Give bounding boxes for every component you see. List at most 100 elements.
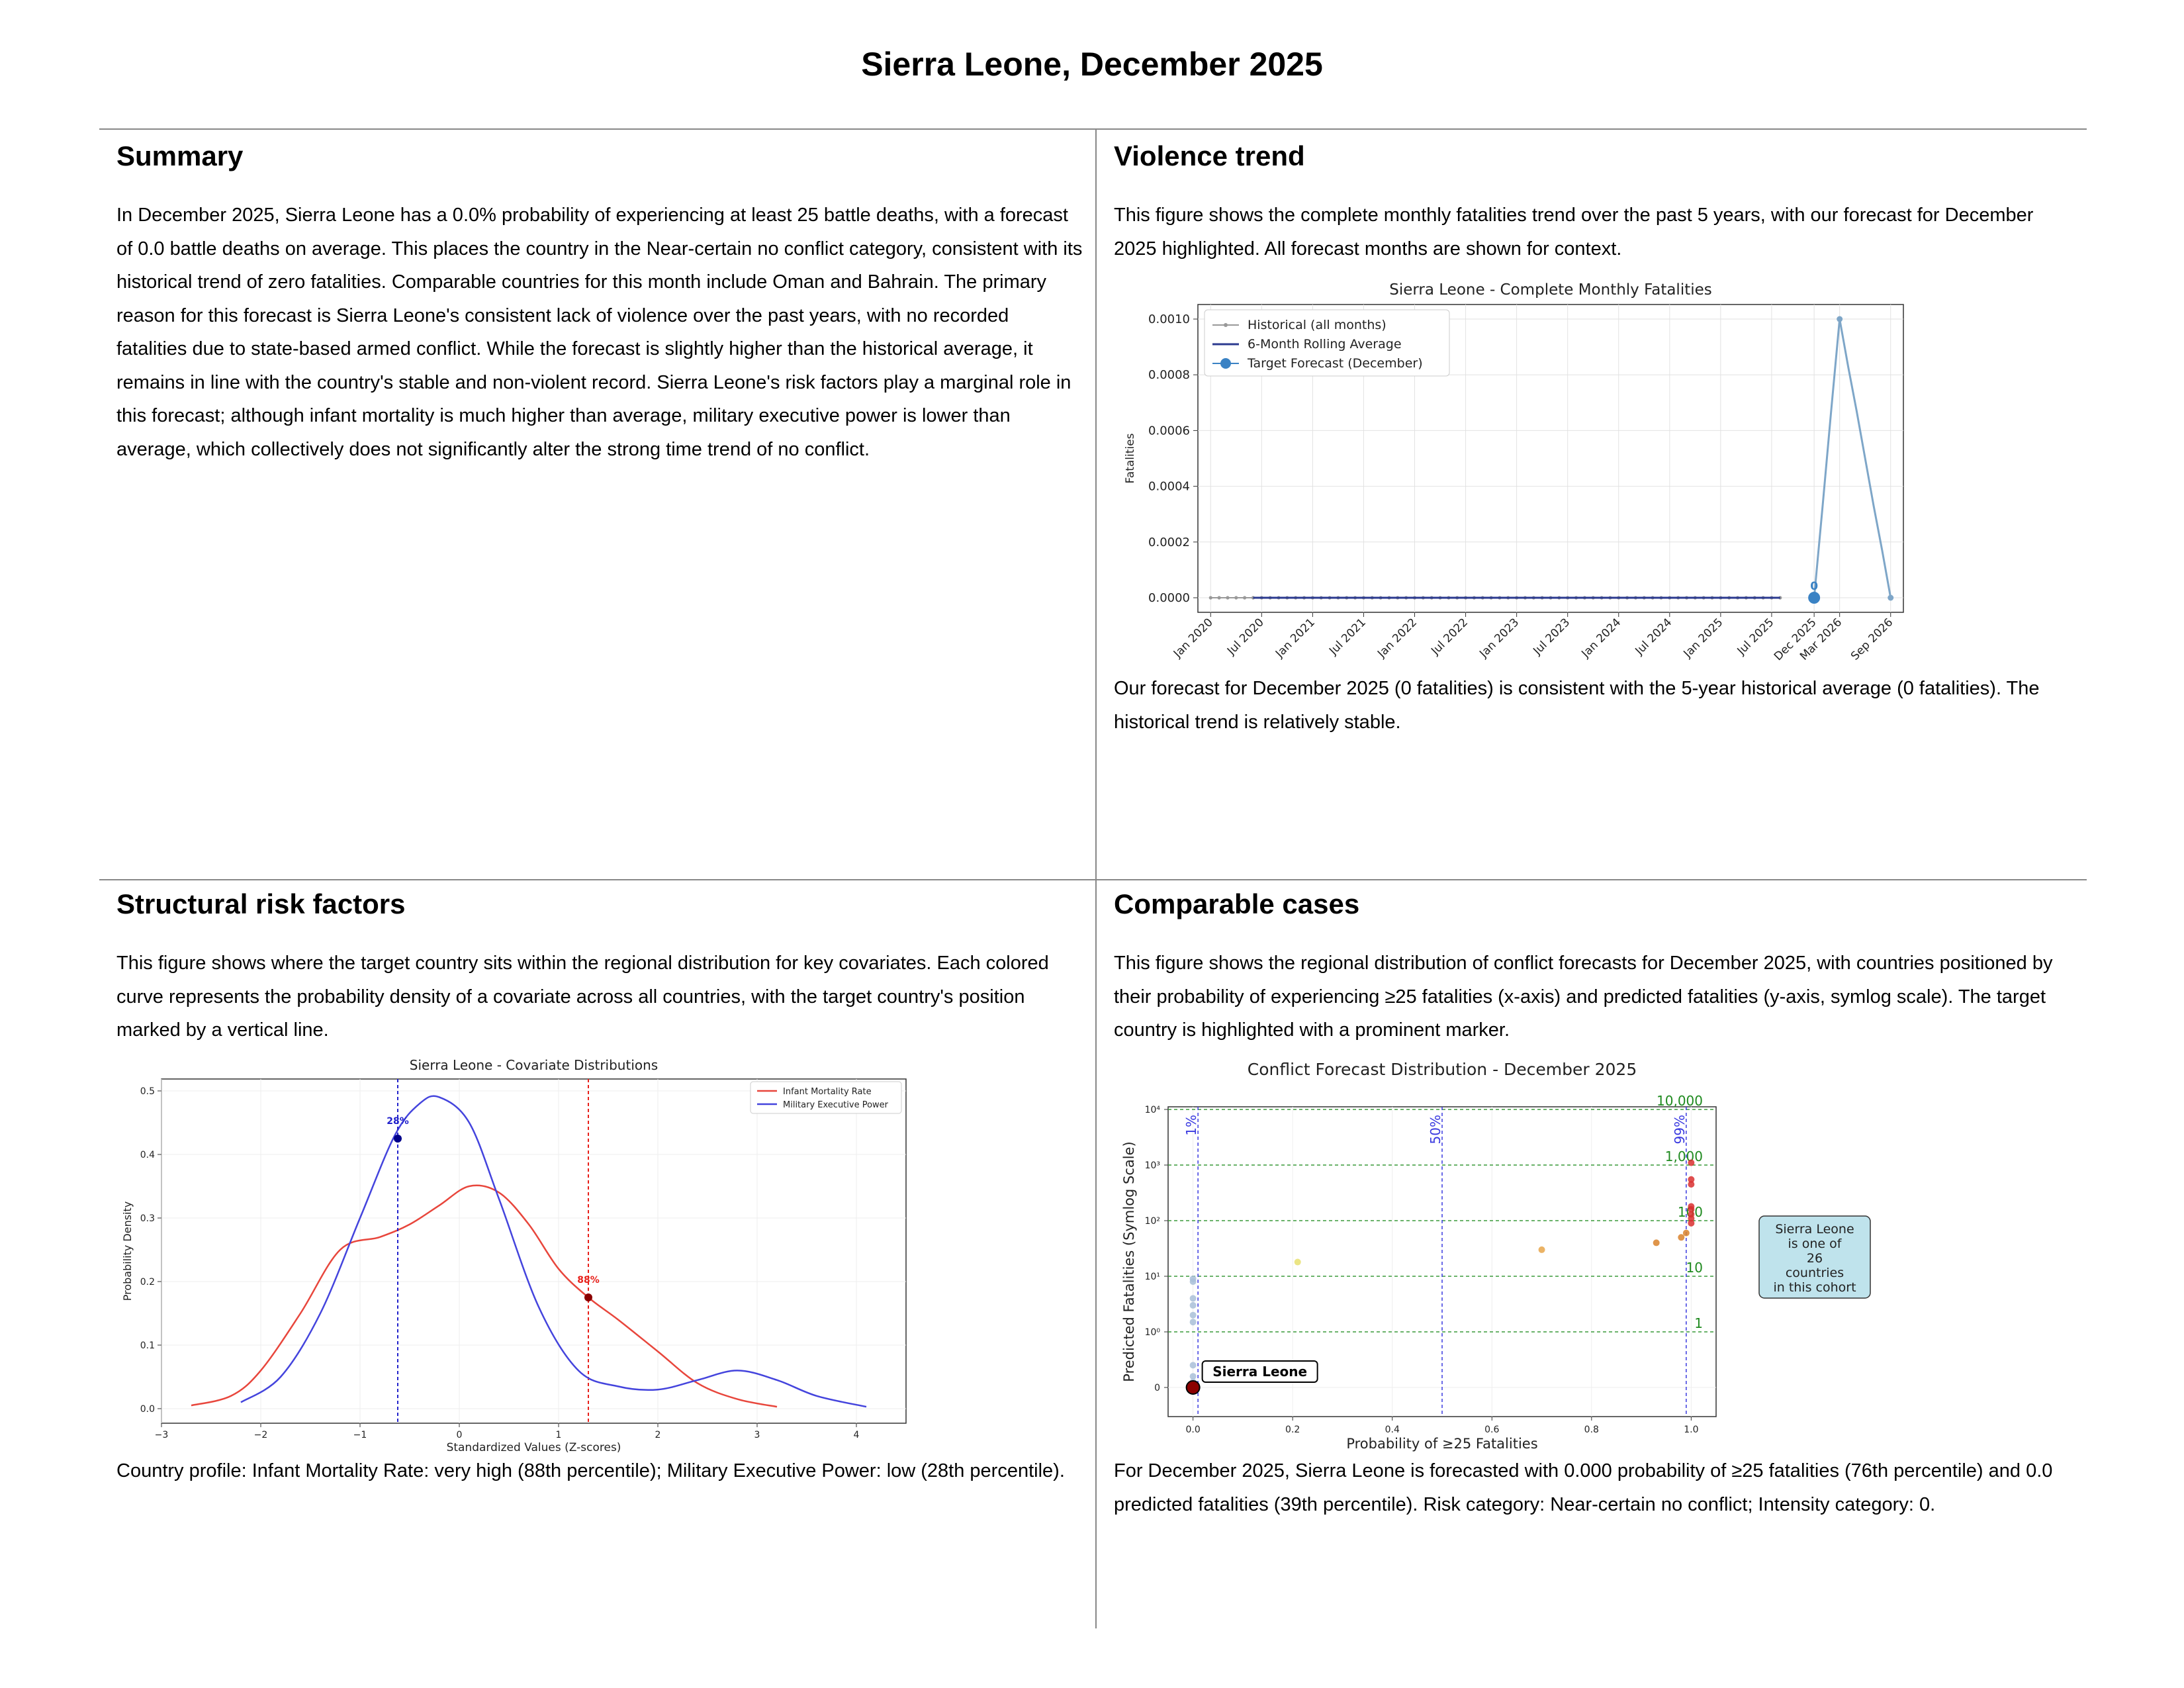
military-power-marker [394, 1135, 402, 1143]
legend-entry: Military Executive Power [783, 1100, 889, 1110]
comparable-intro: This figure shows the regional distribut… [1114, 953, 2053, 1041]
threshold-label: 10,000 [1657, 1093, 1703, 1109]
y-tick-label: 0.0006 [1148, 424, 1190, 438]
cohort-annotation-line: 26 [1807, 1251, 1823, 1266]
infant-mortality-marker [584, 1293, 592, 1301]
forecast-point [1888, 594, 1894, 601]
x-tick-label: 3 [754, 1430, 760, 1440]
x-tick-label: 0.8 [1584, 1425, 1599, 1435]
probability-vline-label: 50% [1428, 1115, 1443, 1144]
x-tick-label: Jul 2023 [1530, 616, 1572, 658]
x-tick-label: −2 [254, 1430, 268, 1440]
country-point [1682, 1229, 1690, 1237]
plot-area [161, 1078, 907, 1424]
cohort-annotation-line: Sierra Leone [1775, 1222, 1854, 1237]
x-tick-label: −3 [155, 1430, 169, 1440]
target-country-marker [1185, 1380, 1201, 1395]
y-tick-label: 0.0010 [1148, 312, 1190, 326]
y-tick-label: 0.5 [140, 1086, 155, 1097]
country-point [1688, 1181, 1695, 1188]
y-axis-label: Fatalities [1124, 433, 1137, 483]
legend-entry: Historical (all months) [1248, 318, 1387, 332]
country-point [1688, 1203, 1695, 1210]
country-point [1189, 1319, 1197, 1326]
historical-point [1243, 596, 1247, 600]
conflict-forecast-scatter-chart: Conflict Forecast Distribution - Decembe… [1121, 1060, 1871, 1452]
y-tick-label: 0.0 [140, 1404, 155, 1415]
x-tick-label: 2 [655, 1430, 661, 1440]
structural-outro: Country profile: Infant Mortality Rate: … [116, 1460, 1065, 1481]
country-point [1653, 1239, 1660, 1246]
cohort-annotation-line: countries [1786, 1266, 1844, 1280]
x-tick-label: Jul 2021 [1326, 616, 1369, 658]
structural-intro: This figure shows where the target count… [116, 953, 1049, 1041]
historical-point [1226, 596, 1230, 600]
comparable-outro-block: For December 2025, Sierra Leone is forec… [1114, 1454, 2067, 1521]
country-point [1294, 1258, 1301, 1266]
country-point [1678, 1234, 1685, 1241]
country-point [1189, 1311, 1197, 1319]
y-tick-label: 10⁰ [1145, 1327, 1161, 1338]
cohort-annotation-box [1758, 1215, 1871, 1299]
threshold-label: 10 [1686, 1260, 1703, 1276]
probability-vline-label: 99% [1672, 1115, 1688, 1144]
y-tick-label: 10¹ [1145, 1272, 1160, 1282]
fatalities-trend-chart: Sierra Leone - Complete Monthly Fataliti… [1124, 281, 1904, 663]
y-axis-label: Predicted Fatalities (Symlog Scale) [1121, 1141, 1137, 1382]
target-forecast-label: 0 [1810, 580, 1818, 593]
chart-title: Sierra Leone - Complete Monthly Fataliti… [1389, 281, 1712, 299]
x-axis-label: Probability of ≥25 Fatalities [1346, 1436, 1537, 1452]
historical-point [1217, 596, 1221, 600]
country-point [1189, 1275, 1197, 1282]
violence-heading: Violence trend [1114, 140, 1305, 171]
x-tick-label: Sep 2026 [1848, 616, 1895, 663]
infant-mortality-percentile-label: 88% [577, 1275, 600, 1286]
page-title: Sierra Leone, December 2025 [861, 46, 1323, 83]
x-axis-label: Standardized Values (Z-scores) [447, 1441, 621, 1454]
y-axis-label: Probability Density [121, 1201, 134, 1301]
comparable-outro: For December 2025, Sierra Leone is forec… [1114, 1460, 2053, 1515]
violence-panel: Violence trend This figure shows the com… [1114, 140, 2067, 265]
violence-outro: Our forecast for December 2025 (0 fatali… [1114, 678, 2040, 733]
y-tick-label: 0.2 [140, 1277, 155, 1288]
summary-panel: Summary In December 2025, Sierra Leone h… [116, 140, 1083, 466]
top-divider [99, 128, 2087, 130]
country-point [1189, 1295, 1197, 1302]
forecast-point [1837, 316, 1843, 322]
x-tick-label: Jan 2023 [1477, 616, 1522, 661]
x-tick-label: Jul 2022 [1428, 616, 1471, 658]
infant-mortality-curve [191, 1184, 778, 1408]
legend-entry: 6-Month Rolling Average [1248, 337, 1402, 352]
chart-title: Conflict Forecast Distribution - Decembe… [1248, 1060, 1637, 1079]
y-tick-label: 10⁴ [1145, 1105, 1161, 1115]
structural-panel: Structural risk factors This figure show… [116, 888, 1083, 1047]
country-point [1688, 1219, 1695, 1227]
x-tick-label: 1.0 [1684, 1425, 1698, 1435]
x-tick-label: 0.2 [1285, 1425, 1300, 1435]
violence-intro: This figure shows the complete monthly f… [1114, 205, 2034, 259]
cohort-annotation-line: in this cohort [1773, 1280, 1856, 1295]
target-country-label-box [1201, 1360, 1318, 1383]
country-point [1538, 1246, 1545, 1253]
military-power-percentile-label: 28% [387, 1116, 409, 1127]
y-tick-label: 0.0008 [1148, 368, 1190, 382]
target-country-label: Sierra Leone [1212, 1364, 1307, 1380]
covariate-distribution-chart: Sierra Leone - Covariate Distributions −3… [121, 1057, 907, 1454]
y-tick-label: 10² [1145, 1216, 1160, 1227]
legend-box [1204, 309, 1450, 377]
x-tick-label: Jul 2024 [1633, 616, 1675, 658]
x-tick-label: Jan 2021 [1273, 616, 1318, 661]
violence-outro-block: Our forecast for December 2025 (0 fatali… [1114, 672, 2067, 739]
x-tick-label: Jan 2025 [1681, 616, 1726, 661]
probability-vline-label: 1% [1183, 1115, 1199, 1136]
x-tick-label: 0.0 [1186, 1425, 1201, 1435]
x-tick-label: Jan 2024 [1578, 616, 1623, 661]
chart-title: Sierra Leone - Covariate Distributions [410, 1057, 658, 1073]
x-tick-label: −1 [353, 1430, 367, 1440]
x-tick-label: 1 [556, 1430, 562, 1440]
summary-text: In December 2025, Sierra Leone has a 0.0… [116, 205, 1083, 460]
country-point [1688, 1159, 1695, 1166]
summary-heading: Summary [116, 140, 244, 171]
x-tick-label: Jul 2025 [1735, 616, 1777, 658]
x-tick-label: 4 [854, 1430, 860, 1440]
